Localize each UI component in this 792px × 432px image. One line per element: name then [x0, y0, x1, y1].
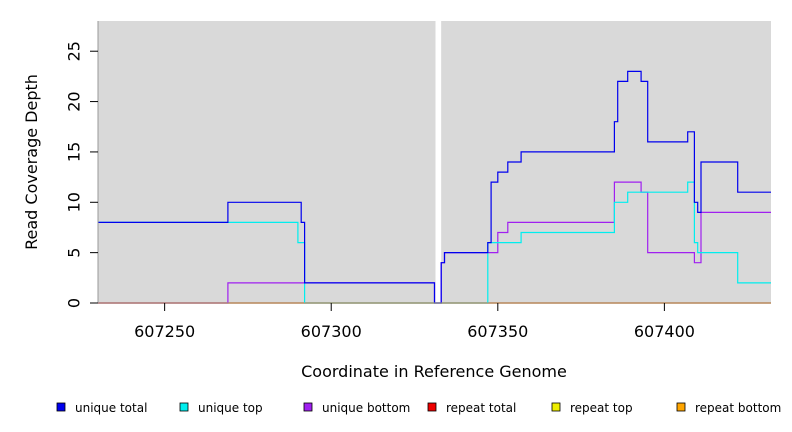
y-tick-label: 10: [65, 192, 84, 212]
legend-label: unique top: [198, 401, 263, 415]
legend-swatch: [303, 402, 313, 412]
y-tick-label: 0: [65, 298, 84, 308]
legend-label: unique bottom: [322, 401, 410, 415]
x-tick-label: 607350: [467, 322, 528, 341]
legend-label: unique total: [75, 401, 147, 415]
y-tick-label: 5: [65, 248, 84, 258]
plot-background: [98, 21, 771, 303]
legend-label: repeat top: [570, 401, 633, 415]
legend-swatch: [179, 402, 189, 412]
y-tick-label: 25: [65, 41, 84, 61]
x-tick-label: 607250: [134, 322, 195, 341]
y-tick-label: 20: [65, 91, 84, 111]
x-tick-label: 607400: [634, 322, 695, 341]
legend-label: repeat bottom: [695, 401, 781, 415]
gap-marker: [435, 21, 442, 303]
legend-swatch: [427, 402, 437, 412]
x-ticks: 607250 607300 607350 607400: [134, 303, 695, 341]
legend-label: repeat total: [446, 401, 516, 415]
legend-swatch: [676, 402, 686, 412]
x-tick-label: 607300: [301, 322, 362, 341]
y-tick-label: 15: [65, 142, 84, 162]
legend: unique total unique top unique bottom repea…: [56, 401, 781, 415]
legend-swatch: [551, 402, 561, 412]
series-line-unique-total: [98, 70, 771, 304]
y-ticks: 0 5 10 15 20 25: [65, 41, 98, 308]
y-axis-title: Read Coverage Depth: [22, 74, 41, 250]
x-axis-title: Coordinate in Reference Genome: [301, 362, 567, 381]
legend-swatch: [56, 402, 66, 412]
